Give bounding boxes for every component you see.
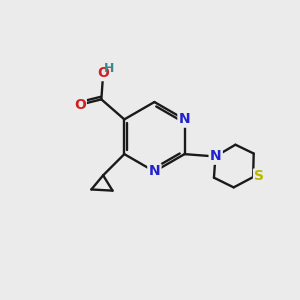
Text: N: N bbox=[210, 149, 221, 164]
Text: S: S bbox=[254, 169, 264, 184]
Text: O: O bbox=[97, 66, 109, 80]
Text: H: H bbox=[104, 62, 115, 75]
Text: N: N bbox=[179, 112, 190, 126]
Text: N: N bbox=[148, 164, 160, 178]
Text: O: O bbox=[74, 98, 86, 112]
